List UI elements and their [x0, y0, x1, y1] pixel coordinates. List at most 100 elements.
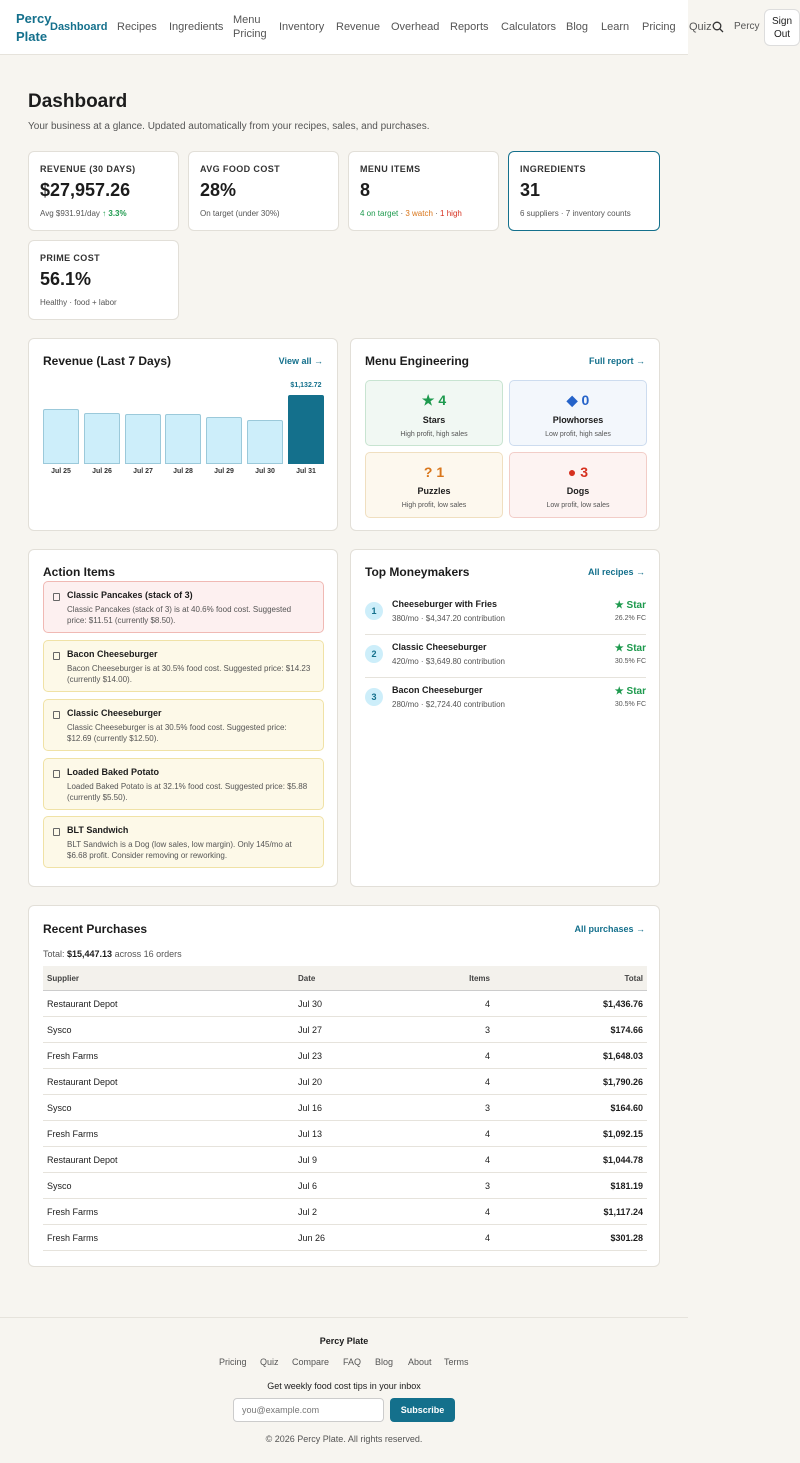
table-row[interactable]: Sysco Jul 16 3 $164.60	[43, 1095, 647, 1121]
quadrant-name: Plowhorses	[552, 415, 604, 425]
action-item[interactable]: Classic Cheeseburger Classic Cheeseburge…	[43, 699, 324, 751]
footer-link-compare[interactable]: Compare	[292, 1357, 330, 1367]
date-cell: Jul 30	[298, 999, 323, 1009]
revenue-bar[interactable]	[206, 417, 242, 464]
stat-card-prime-cost[interactable]: PRIME COST 56.1% Healthy · food + labor	[28, 240, 179, 320]
date-cell: Jul 27	[298, 1025, 323, 1035]
total-cell: $1,648.03	[602, 1051, 643, 1061]
checkbox-icon[interactable]	[53, 828, 60, 836]
revenue-bar[interactable]	[288, 395, 324, 464]
action-items-card: Action Items Classic Pancakes (stack of …	[28, 549, 338, 887]
items-cell: 4	[484, 1051, 490, 1061]
stat-card-revenue[interactable]: REVENUE (30 DAYS) $27,957.26 Avg $931.91…	[28, 151, 179, 231]
quadrant-puzzles[interactable]: ? 1 Puzzles High profit, low sales	[365, 452, 503, 518]
table-row[interactable]: Restaurant Depot Jul 9 4 $1,044.78	[43, 1147, 647, 1173]
footer-link-quiz[interactable]: Quiz	[260, 1357, 279, 1367]
footer-link-faq[interactable]: FAQ	[343, 1357, 362, 1367]
nav-menu-pricing[interactable]: Menu Pricing	[233, 14, 267, 40]
checkbox-icon[interactable]	[53, 652, 60, 660]
stat-card-ingredients[interactable]: INGREDIENTS 31 6 suppliers · 7 inventory…	[508, 151, 660, 231]
food-cost: 26.2% FC	[614, 615, 646, 622]
footer-link-about[interactable]: About	[408, 1357, 432, 1367]
footer-link-pricing[interactable]: Pricing	[219, 1357, 247, 1367]
nav-dashboard[interactable]: Dashboard	[50, 21, 108, 33]
nav-inventory[interactable]: Inventory	[279, 21, 325, 33]
stat-value: $27,957.26	[40, 180, 131, 200]
user-name: Percy	[734, 21, 760, 32]
table-row[interactable]: Fresh Farms Jun 26 4 $301.28	[43, 1225, 647, 1251]
table-row[interactable]: Restaurant Depot Jul 30 4 $1,436.76	[43, 991, 647, 1017]
footer-link-terms[interactable]: Terms	[444, 1357, 469, 1367]
revenue-bar[interactable]	[165, 414, 201, 464]
footer-link-blog[interactable]: Blog	[375, 1357, 394, 1367]
quadrant-name: Dogs	[566, 486, 590, 496]
bar-label: Jul 29	[214, 468, 234, 475]
nav-learn[interactable]: Learn	[601, 21, 630, 33]
moneymaker-row[interactable]: 2 Classic Cheeseburger 420/mo · $3,649.8…	[365, 635, 646, 678]
table-row[interactable]: Fresh Farms Jul 2 4 $1,117.24	[43, 1199, 647, 1225]
action-item[interactable]: Loaded Baked Potato Loaded Baked Potato …	[43, 758, 324, 810]
stat-value: 28%	[200, 180, 237, 200]
checkbox-icon[interactable]	[53, 711, 60, 719]
nav-recipes[interactable]: Recipes	[117, 21, 157, 33]
moneymaker-row[interactable]: 1 Cheeseburger with Fries 380/mo · $4,34…	[365, 592, 646, 635]
checkbox-icon[interactable]	[53, 770, 60, 778]
sign-out-button[interactable]: Sign Out	[764, 9, 800, 46]
quadrant-stars[interactable]: ★ 4 Stars High profit, high sales	[365, 380, 503, 446]
action-item[interactable]: BLT Sandwich BLT Sandwich is a Dog (low …	[43, 816, 324, 868]
table-row[interactable]: Sysco Jul 27 3 $174.66	[43, 1017, 647, 1043]
full-report-link[interactable]: Full report →	[589, 356, 645, 366]
nav-quiz[interactable]: Quiz	[689, 21, 712, 33]
email-field[interactable]: you@example.com	[233, 1398, 384, 1422]
view-all-link[interactable]: View all →	[278, 356, 323, 366]
supplier-cell: Fresh Farms	[47, 1129, 99, 1139]
date-cell: Jul 20	[298, 1077, 323, 1087]
recipe-detail: 420/mo · $3,649.80 contribution	[392, 657, 505, 666]
all-purchases-link[interactable]: All purchases →	[574, 924, 645, 934]
date-cell: Jul 9	[298, 1155, 318, 1165]
stat-card-menu-items[interactable]: MENU ITEMS 8 4 on target · 3 watch · 1 h…	[348, 151, 499, 231]
recipe-name: Cheeseburger with Fries	[392, 599, 498, 609]
revenue-bar[interactable]	[247, 420, 283, 464]
date-cell: Jul 2	[298, 1207, 318, 1217]
total-cell: $174.66	[610, 1025, 643, 1035]
search-icon[interactable]	[712, 21, 724, 33]
quadrant-dogs[interactable]: ● 3 Dogs Low profit, low sales	[509, 452, 647, 518]
card-title: Menu Engineering	[365, 354, 470, 368]
nav-pricing[interactable]: Pricing	[642, 21, 676, 33]
bar-label: Jul 30	[255, 468, 275, 475]
nav-revenue[interactable]: Revenue	[336, 21, 381, 33]
action-item[interactable]: Classic Pancakes (stack of 3) Classic Pa…	[43, 581, 324, 633]
footer: Percy Plate Pricing Quiz Compare FAQ Blo…	[0, 1317, 688, 1463]
quadrant-plowhorses[interactable]: ◆ 0 Plowhorses Low profit, high sales	[509, 380, 647, 446]
revenue-bar[interactable]	[84, 413, 120, 464]
revenue-bar[interactable]	[125, 414, 161, 464]
date-cell: Jul 23	[298, 1051, 323, 1061]
logo[interactable]: Percy Plate	[16, 11, 52, 44]
nav-reports[interactable]: Reports	[450, 21, 489, 33]
all-recipes-link[interactable]: All recipes →	[587, 567, 645, 577]
nav-overhead[interactable]: Overhead	[391, 21, 440, 33]
recent-purchases-card: Recent Purchases All purchases → Total: …	[28, 905, 660, 1267]
action-item[interactable]: Bacon Cheeseburger Bacon Cheeseburger is…	[43, 640, 324, 692]
nav-ingredients[interactable]: Ingredients	[169, 21, 224, 33]
action-item-title: Classic Cheeseburger	[67, 708, 162, 718]
subscribe-button[interactable]: Subscribe	[390, 1398, 455, 1422]
items-cell: 4	[484, 1077, 490, 1087]
revenue-bar[interactable]	[43, 409, 79, 464]
table-row[interactable]: Fresh Farms Jul 23 4 $1,648.03	[43, 1043, 647, 1069]
checkbox-icon[interactable]	[53, 593, 60, 601]
moneymaker-row[interactable]: 3 Bacon Cheeseburger 280/mo · $2,724.40 …	[365, 678, 646, 721]
nav-calculators[interactable]: Calculators	[501, 21, 557, 33]
table-row[interactable]: Fresh Farms Jul 13 4 $1,092.15	[43, 1121, 647, 1147]
stat-note: Avg $931.91/day ↑ 3.3%	[40, 209, 127, 218]
items-cell: 3	[484, 1181, 490, 1191]
supplier-cell: Fresh Farms	[47, 1207, 99, 1217]
stat-card-food-cost[interactable]: AVG FOOD COST 28% On target (under 30%)	[188, 151, 339, 231]
table-row[interactable]: Sysco Jul 6 3 $181.19	[43, 1173, 647, 1199]
items-cell: 4	[484, 999, 490, 1009]
nav-blog[interactable]: Blog	[566, 21, 589, 33]
total-cell: $1,044.78	[602, 1155, 643, 1165]
items-cell: 3	[484, 1025, 490, 1035]
table-row[interactable]: Restaurant Depot Jul 20 4 $1,790.26	[43, 1069, 647, 1095]
